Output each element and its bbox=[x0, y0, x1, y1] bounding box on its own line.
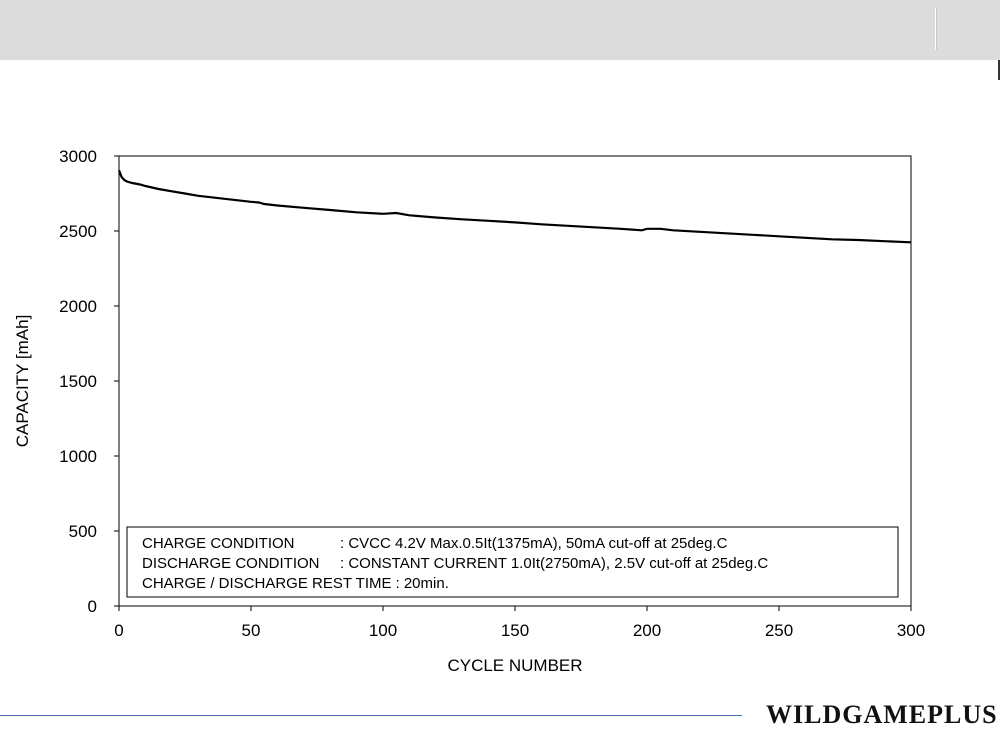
charge-condition-value: : CVCC 4.2V Max.0.5It(1375mA), 50mA cut-… bbox=[340, 535, 728, 552]
x-tick-label: 200 bbox=[633, 621, 661, 640]
x-tick-label: 0 bbox=[114, 621, 123, 640]
header-divider bbox=[935, 8, 936, 50]
x-tick-label: 100 bbox=[369, 621, 397, 640]
x-axis-ticks: 0 50 100 150 200 250 300 bbox=[114, 606, 925, 640]
y-tick-label: 500 bbox=[69, 522, 97, 541]
y-axis-ticks: 0 500 1000 1500 2000 2500 3000 bbox=[59, 147, 119, 616]
right-edge-mark bbox=[998, 60, 1000, 80]
rest-time-label: CHARGE / DISCHARGE REST TIME bbox=[142, 575, 392, 592]
y-axis-label: CAPACITY [mAh] bbox=[13, 315, 32, 448]
y-tick-label: 0 bbox=[88, 597, 97, 616]
x-tick-label: 300 bbox=[897, 621, 925, 640]
charge-condition-label: CHARGE CONDITION bbox=[142, 535, 295, 552]
y-tick-label: 2500 bbox=[59, 222, 97, 241]
x-tick-label: 250 bbox=[765, 621, 793, 640]
conditions-annotation: CHARGE CONDITION : CVCC 4.2V Max.0.5It(1… bbox=[126, 526, 899, 598]
y-tick-label: 1500 bbox=[59, 372, 97, 391]
footer-divider bbox=[0, 715, 742, 716]
discharge-condition-value: : CONSTANT CURRENT 1.0It(2750mA), 2.5V c… bbox=[340, 555, 768, 572]
x-tick-label: 50 bbox=[242, 621, 261, 640]
plot-frame bbox=[118, 155, 912, 607]
y-tick-label: 3000 bbox=[59, 147, 97, 166]
y-tick-label: 1000 bbox=[59, 447, 97, 466]
annotation-border bbox=[126, 526, 899, 598]
top-header-bar bbox=[0, 0, 1000, 60]
discharge-condition-label: DISCHARGE CONDITION bbox=[142, 555, 320, 572]
rest-time-value: : 20min. bbox=[396, 575, 449, 592]
x-tick-label: 150 bbox=[501, 621, 529, 640]
x-axis-label: CYCLE NUMBER bbox=[447, 656, 582, 675]
brand-logo: WILDGAMEPLUS bbox=[766, 700, 998, 729]
series-line-capacity bbox=[117, 169, 912, 244]
y-tick-label: 2000 bbox=[59, 297, 97, 316]
